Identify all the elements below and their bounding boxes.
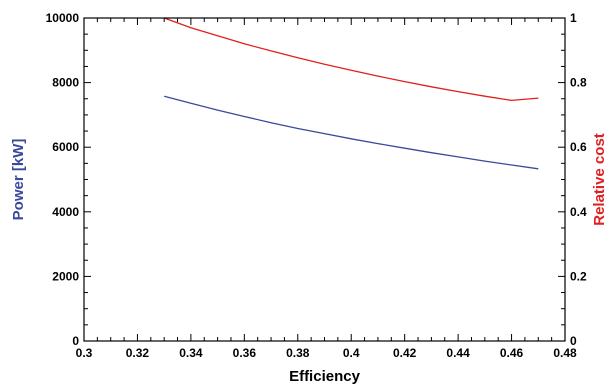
x-tick-label: 0.42 bbox=[393, 346, 417, 360]
x-tick-label: 0.3 bbox=[76, 346, 93, 360]
x-tick-label: 0.44 bbox=[446, 346, 470, 360]
y-axis-right-title: Relative cost bbox=[591, 133, 608, 226]
y-left-tick-label: 2000 bbox=[52, 269, 79, 283]
y-right-tick-label: 0.8 bbox=[570, 76, 587, 90]
power-line bbox=[164, 95, 539, 170]
y-right-tick-label: 0.4 bbox=[570, 205, 587, 219]
x-tick-label: 0.46 bbox=[500, 346, 524, 360]
ticks bbox=[83, 17, 566, 342]
y-right-tick-label: 0.6 bbox=[570, 140, 587, 154]
y-left-tick-label: 4000 bbox=[52, 205, 79, 219]
y-left-tick-label: 10000 bbox=[46, 11, 80, 25]
x-tick-label: 0.48 bbox=[553, 346, 577, 360]
y-right-tick-label: 0 bbox=[570, 334, 577, 348]
x-tick-label: 0.32 bbox=[126, 346, 150, 360]
y-left-tick-label: 0 bbox=[72, 334, 79, 348]
x-tick-label: 0.34 bbox=[179, 346, 203, 360]
y-left-tick-label: 6000 bbox=[52, 140, 79, 154]
x-axis-title: Efficiency bbox=[289, 368, 361, 385]
y-right-tick-label: 0.2 bbox=[570, 269, 587, 283]
y-left-tick-label: 8000 bbox=[52, 76, 79, 90]
x-tick-label: 0.38 bbox=[286, 346, 310, 360]
y-axis-left-title: Power [kW] bbox=[10, 139, 27, 221]
series-lines bbox=[163, 17, 539, 170]
x-tick-label: 0.4 bbox=[343, 346, 360, 360]
tick-labels: 0.3 0.32 0.34 0.36 0.38 0.4 0.42 0.44 0.46 0.4802… bbox=[46, 11, 587, 360]
y-right-tick-label: 1 bbox=[570, 11, 577, 25]
x-tick-label: 0.36 bbox=[233, 346, 257, 360]
relative-cost-line bbox=[163, 17, 539, 102]
plot-frame bbox=[83, 17, 566, 342]
